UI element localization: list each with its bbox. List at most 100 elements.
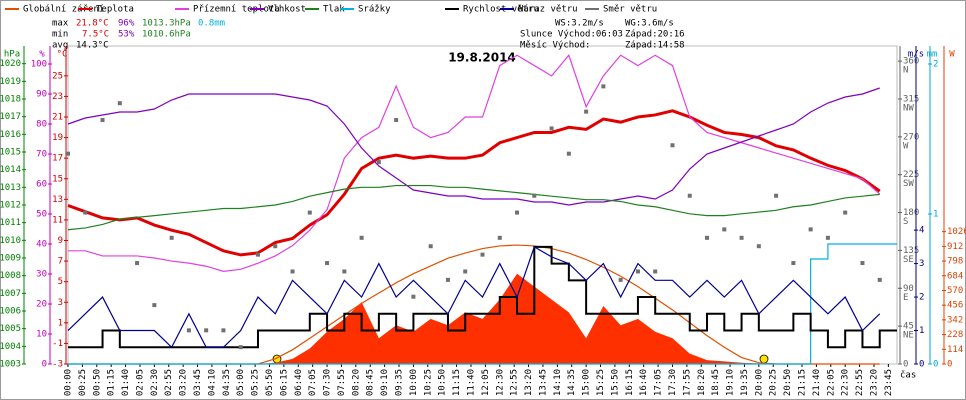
tick-label: 45 — [903, 322, 914, 332]
series-line — [67, 109, 881, 257]
direction-dot — [204, 328, 209, 333]
x-tick-label: 21:40 — [812, 369, 822, 396]
direction-dot — [411, 294, 416, 299]
series-line — [67, 87, 880, 206]
x-tick-label: 09:10 — [380, 369, 390, 396]
tick-label: 1026 — [947, 227, 966, 237]
direction-dot — [808, 227, 813, 232]
tick-label: 228 — [947, 330, 963, 340]
direction-dot — [549, 126, 554, 131]
x-tick-label: 10:00 — [409, 369, 419, 396]
x-tick-label: 00:25 — [78, 369, 88, 396]
x-tick-label: 05:50 — [265, 369, 275, 396]
x-tick-label: 17:30 — [668, 369, 678, 396]
tick-label: 1017 — [0, 112, 21, 122]
tick-label: 0 — [947, 360, 952, 370]
tick-label: 90 — [903, 284, 914, 294]
series-step — [68, 243, 897, 365]
tick-label: 315 — [903, 95, 919, 105]
tick-label: 3 — [919, 259, 924, 269]
direction-dot — [359, 235, 364, 240]
info: WS:3.2m/s WG:3.6m/s Slunce Východ:06:03 … — [520, 19, 685, 51]
x-tick-label: 22:30 — [841, 369, 851, 396]
compass-label: E — [903, 293, 908, 303]
direction-dot — [774, 193, 779, 198]
x-tick-label: 08:20 — [351, 369, 361, 396]
tick-label: 270 — [903, 132, 919, 142]
sunset-marker — [759, 354, 769, 364]
series-step — [68, 245, 897, 349]
tick-label: 23 — [52, 92, 63, 102]
tick-label: 798 — [947, 257, 963, 267]
x-tick-label: 03:45 — [193, 369, 203, 396]
x-tick-label: 06:40 — [294, 369, 304, 396]
x-tick-label: 22:55 — [855, 369, 865, 396]
axis-unit-label: W — [949, 50, 955, 60]
x-tick-label: 19:10 — [726, 369, 736, 396]
tick-label: 342 — [947, 315, 963, 325]
compass-label: W — [903, 141, 909, 151]
compass-label: N — [903, 66, 908, 76]
tick-label: 1011 — [0, 218, 21, 228]
tick-label: 1006 — [0, 307, 21, 317]
direction-dot — [480, 252, 485, 257]
axis-unit-label: hPa — [4, 50, 20, 60]
direction-dot — [100, 118, 105, 123]
legend-label: Vlhkost — [268, 5, 306, 15]
direction-dot — [342, 269, 347, 274]
legend-label: Směr větru — [603, 5, 657, 15]
tick-label: 360 — [903, 57, 919, 67]
tick-label: 4 — [919, 226, 924, 236]
stat-press: 1010.6hPa — [142, 30, 191, 40]
tick-label: 21 — [52, 113, 63, 123]
stats: max 21.8°C 96% 1013.3hPa 0.8mm min 7.5°C… — [52, 19, 225, 51]
tick-label: 20 — [36, 300, 47, 310]
tick-label: 60 — [36, 180, 47, 190]
tick-label: 135 — [903, 246, 919, 256]
radiation-area — [68, 273, 880, 364]
tick-label: 1015 — [0, 148, 21, 158]
legend-label: Srážky — [358, 5, 391, 15]
x-tick-label: 18:20 — [697, 369, 707, 396]
stat-hum: 96% — [118, 19, 135, 29]
stat-press: 1013.3hPa — [142, 19, 191, 29]
series-line — [67, 245, 881, 349]
tick-label: 2 — [919, 293, 924, 303]
tick-label: 1009 — [0, 254, 21, 264]
direction-dot — [532, 193, 537, 198]
x-tick-label: 02:55 — [164, 369, 174, 396]
compass-label: S — [903, 217, 908, 227]
direction-dot — [843, 210, 848, 215]
tick-label: 50 — [36, 210, 47, 220]
direction-dot — [515, 210, 520, 215]
x-tick-label: 20:00 — [754, 369, 764, 396]
tick-label: 11 — [52, 215, 63, 225]
direction-dot — [238, 345, 243, 350]
tick-label: 70 — [36, 150, 47, 160]
x-tick-label: 11:40 — [466, 369, 476, 396]
series-line — [68, 54, 881, 272]
compass-label: SW — [903, 179, 914, 189]
sunrise: Slunce Východ:06:03 — [520, 30, 623, 40]
x-tick-label: 13:45 — [538, 369, 548, 396]
direction-dot — [169, 235, 174, 240]
tick-label: 1014 — [0, 165, 21, 175]
tick-label: 0 — [933, 360, 938, 370]
x-tick-label: 00:50 — [92, 369, 102, 396]
compass-label: SE — [903, 255, 914, 265]
tick-label: 40 — [36, 240, 47, 250]
direction-dot — [635, 269, 640, 274]
direction-dot — [290, 269, 295, 274]
x-tick-label: 12:05 — [481, 369, 491, 396]
stat-label: max — [52, 19, 69, 29]
tick-label: 225 — [903, 170, 919, 180]
direction-dot — [860, 261, 865, 266]
tick-label: 912 — [947, 242, 963, 252]
tick-label: 0 — [903, 360, 908, 370]
stat-hum: 53% — [118, 30, 135, 40]
tick-label: 570 — [947, 286, 963, 296]
direction-dot — [83, 210, 88, 215]
tick-label: 9 — [58, 236, 63, 246]
sunset: Západ:20:16 — [625, 30, 685, 40]
